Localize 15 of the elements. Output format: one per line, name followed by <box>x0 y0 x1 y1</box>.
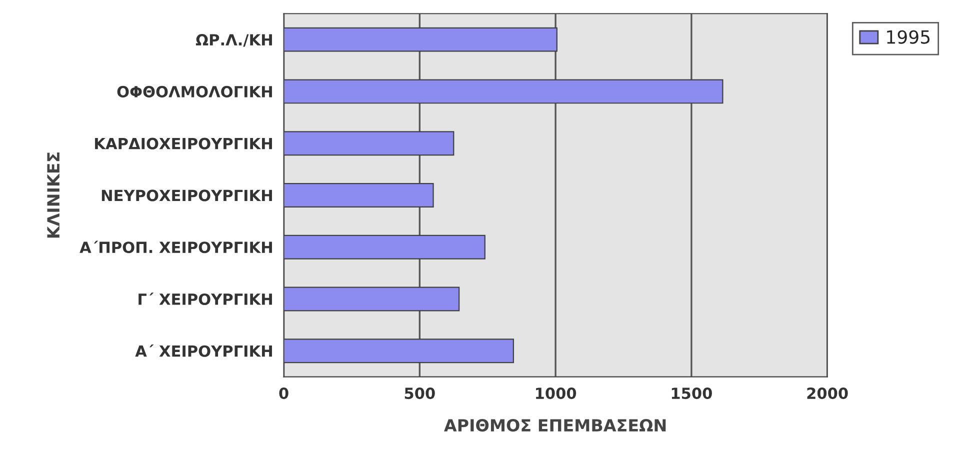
y-axis-title: ΚΛΙΝΙΚΕΣ <box>47 152 60 238</box>
y-tick-label: ΝΕΥΡΟΧΕΙΡΟΥΡΓΙΚΗ <box>102 190 272 202</box>
x-tick-label: 2000 <box>807 388 848 400</box>
legend-label: 1995 <box>887 30 930 44</box>
x-tick-label: 1000 <box>536 388 576 400</box>
y-tick-label: Α΄ ΧΕΙΡΟΥΡΓΙΚΗ <box>135 344 272 357</box>
y-tick-label: Α΄ΠΡΟΠ. ΧΕΙΡΟΥΡΓΙΚΗ <box>80 240 272 254</box>
x-tick-label: 500 <box>404 388 435 400</box>
y-tick-label: Γ΄ ΧΕΙΡΟΥΡΓΙΚΗ <box>138 292 272 306</box>
x-tick-label: 1500 <box>672 388 712 400</box>
y-tick-label: ΟΦΘΟΛΜΟΛΟΓΙΚΗ <box>117 86 272 98</box>
x-axis-title: ΑΡΙΘΜΟΣ ΕΠΕΜΒΑΣΕΩΝ <box>444 418 666 432</box>
y-tick-label: ΚΑΡΔΙΟΧΕΙΡΟΥΡΓΙΚΗ <box>95 138 272 150</box>
x-tick-label: 0 <box>279 388 288 400</box>
y-tick-label: ΩΡ.Λ./ΚΗ <box>196 34 272 47</box>
